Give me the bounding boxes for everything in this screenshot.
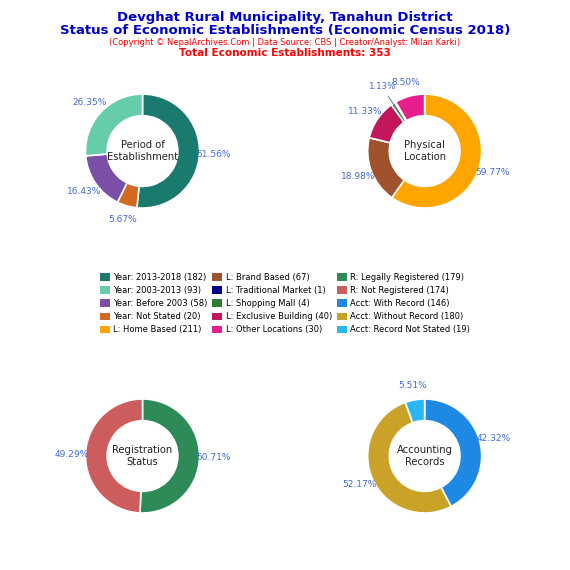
Wedge shape bbox=[140, 399, 200, 513]
Legend: Year: 2013-2018 (182), Year: 2003-2013 (93), Year: Before 2003 (58), Year: Not S: Year: 2013-2018 (182), Year: 2003-2013 (… bbox=[98, 271, 472, 336]
Wedge shape bbox=[86, 154, 127, 202]
Wedge shape bbox=[368, 138, 404, 198]
Text: Total Economic Establishments: 353: Total Economic Establishments: 353 bbox=[179, 48, 391, 58]
Text: 26.35%: 26.35% bbox=[73, 99, 107, 107]
Wedge shape bbox=[392, 103, 406, 123]
Wedge shape bbox=[86, 94, 142, 156]
Text: Accounting
Records: Accounting Records bbox=[397, 445, 453, 467]
Text: 5.51%: 5.51% bbox=[398, 381, 427, 390]
Text: Registration
Status: Registration Status bbox=[112, 445, 173, 467]
Text: Period of
Establishment: Period of Establishment bbox=[107, 140, 178, 162]
Text: 42.32%: 42.32% bbox=[477, 434, 511, 443]
Text: 52.17%: 52.17% bbox=[342, 480, 377, 489]
Text: Physical
Location: Physical Location bbox=[404, 140, 446, 162]
Text: Status of Economic Establishments (Economic Census 2018): Status of Economic Establishments (Econo… bbox=[60, 24, 510, 37]
Wedge shape bbox=[396, 94, 425, 121]
Text: 51.56%: 51.56% bbox=[197, 150, 231, 159]
Wedge shape bbox=[392, 94, 482, 208]
Text: 59.77%: 59.77% bbox=[475, 168, 510, 177]
Wedge shape bbox=[86, 399, 142, 513]
Wedge shape bbox=[117, 183, 139, 208]
Wedge shape bbox=[425, 399, 482, 507]
Text: 49.29%: 49.29% bbox=[54, 450, 88, 459]
Wedge shape bbox=[395, 102, 406, 121]
Text: 50.71%: 50.71% bbox=[197, 453, 231, 462]
Text: 11.33%: 11.33% bbox=[348, 107, 383, 116]
Text: 8.50%: 8.50% bbox=[392, 78, 420, 87]
Text: Devghat Rural Municipality, Tanahun District: Devghat Rural Municipality, Tanahun Dist… bbox=[117, 11, 453, 25]
Wedge shape bbox=[369, 105, 404, 143]
Wedge shape bbox=[368, 402, 451, 513]
Text: 1.13%: 1.13% bbox=[368, 83, 397, 110]
Text: 18.98%: 18.98% bbox=[341, 172, 375, 181]
Text: 5.67%: 5.67% bbox=[109, 215, 137, 224]
Text: 16.43%: 16.43% bbox=[67, 187, 101, 196]
Wedge shape bbox=[137, 94, 199, 208]
Wedge shape bbox=[405, 399, 425, 423]
Text: (Copyright © NepalArchives.Com | Data Source: CBS | Creator/Analyst: Milan Karki: (Copyright © NepalArchives.Com | Data So… bbox=[109, 38, 461, 47]
